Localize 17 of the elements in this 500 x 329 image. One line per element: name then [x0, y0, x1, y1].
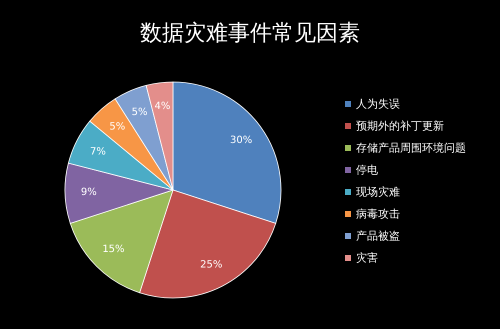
data-label: 5%	[109, 121, 126, 132]
data-label: 15%	[102, 244, 125, 256]
data-label: 9%	[80, 187, 97, 198]
data-label: 30%	[230, 134, 252, 146]
legend-label: 存储产品周围环境问题	[356, 142, 466, 154]
legend-label: 产品被盗	[356, 230, 400, 242]
legend-label: 人为失误	[356, 98, 400, 110]
legend-label: 现场灾难	[356, 186, 400, 198]
legend-label: 病毒攻击	[356, 208, 400, 220]
data-label: 7%	[90, 146, 106, 158]
data-label: 4%	[154, 100, 170, 112]
legend-label: 预期外的补丁更新	[356, 120, 444, 132]
data-label: 25%	[200, 260, 222, 271]
legend-label: 停电	[356, 164, 378, 176]
legend-label: 灾害	[356, 252, 378, 264]
chart-title: 数据灾难事件常见因素	[140, 21, 360, 46]
data-label: 5%	[132, 107, 148, 118]
